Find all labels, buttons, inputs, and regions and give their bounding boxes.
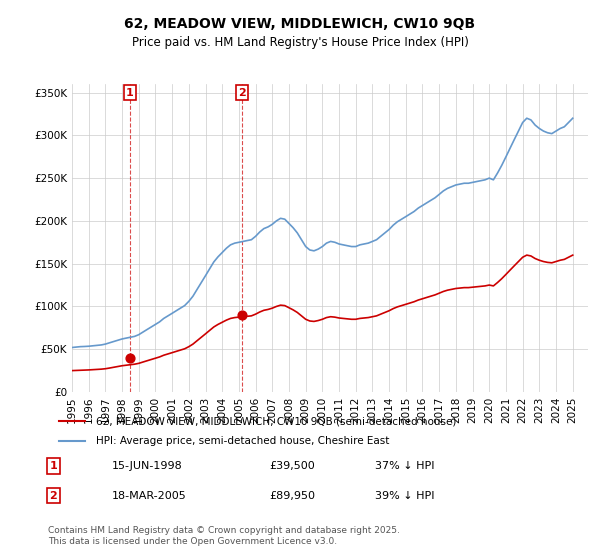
Text: 2: 2 — [239, 87, 246, 97]
Text: Contains HM Land Registry data © Crown copyright and database right 2025.
This d: Contains HM Land Registry data © Crown c… — [48, 526, 400, 546]
Text: 2: 2 — [49, 491, 57, 501]
Text: £89,950: £89,950 — [270, 491, 316, 501]
Text: 1: 1 — [126, 87, 133, 97]
Text: 15-JUN-1998: 15-JUN-1998 — [112, 461, 182, 471]
Text: HPI: Average price, semi-detached house, Cheshire East: HPI: Average price, semi-detached house,… — [95, 436, 389, 446]
Point — [125, 354, 134, 363]
Point — [238, 311, 247, 320]
Text: Price paid vs. HM Land Registry's House Price Index (HPI): Price paid vs. HM Land Registry's House … — [131, 36, 469, 49]
Text: 39% ↓ HPI: 39% ↓ HPI — [376, 491, 435, 501]
Text: 18-MAR-2005: 18-MAR-2005 — [112, 491, 186, 501]
Text: 1: 1 — [49, 461, 57, 471]
Text: 37% ↓ HPI: 37% ↓ HPI — [376, 461, 435, 471]
Text: 62, MEADOW VIEW, MIDDLEWICH, CW10 9QB: 62, MEADOW VIEW, MIDDLEWICH, CW10 9QB — [124, 17, 476, 31]
Text: £39,500: £39,500 — [270, 461, 316, 471]
Text: 62, MEADOW VIEW, MIDDLEWICH, CW10 9QB (semi-detached house): 62, MEADOW VIEW, MIDDLEWICH, CW10 9QB (s… — [95, 417, 456, 426]
